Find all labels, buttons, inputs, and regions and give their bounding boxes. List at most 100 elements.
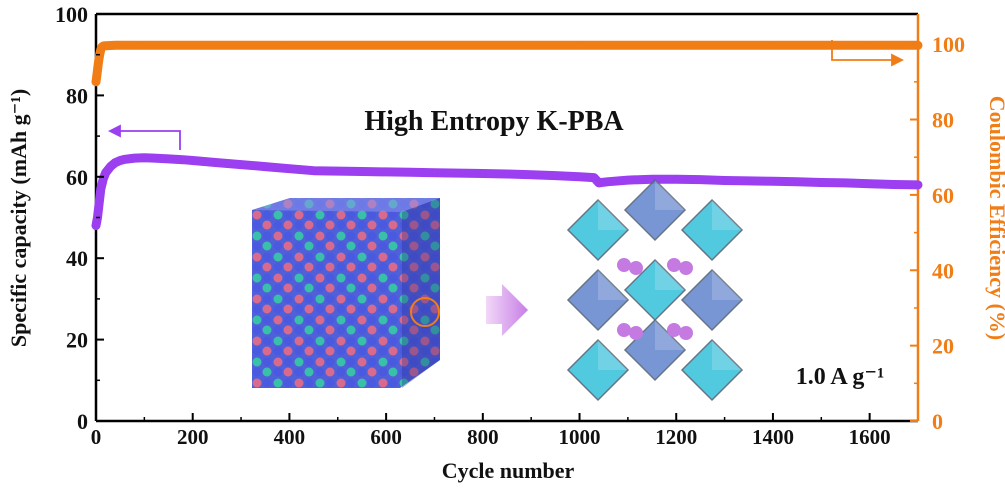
capacity-point-27 — [479, 170, 486, 177]
octahedron-8 — [680, 338, 744, 402]
y-tick-label-5: 100 — [55, 2, 88, 27]
efficiency-point-17 — [769, 42, 777, 49]
efficiency-series-line — [91, 40, 923, 87]
capacity-point-13 — [165, 155, 172, 163]
x-tick-label-6: 1200 — [655, 425, 697, 449]
k-ion-2b — [629, 326, 643, 340]
capacity-point-42 — [769, 178, 777, 185]
k-ion-1a — [667, 258, 681, 272]
octahedron-face-2 — [712, 200, 742, 230]
capacity-point-43 — [793, 178, 801, 185]
capacity-point-40 — [721, 177, 728, 184]
efficiency-point-10 — [141, 42, 148, 49]
y-tick-label-1: 20 — [66, 328, 88, 353]
capacity-point-23 — [382, 168, 390, 176]
capacity-point-17 — [237, 161, 245, 168]
octahedron-face-1 — [655, 180, 685, 210]
k-ion-0a — [617, 258, 631, 272]
efficiency-point-19 — [914, 42, 922, 49]
right-axis-ticks: 0 20 40 60 80 100 — [910, 32, 965, 434]
capacity-point-9 — [121, 156, 129, 163]
efficiency-point-1 — [93, 71, 101, 78]
x-tick-label-5: 1000 — [559, 425, 601, 449]
capacity-point-2 — [95, 202, 103, 209]
capacity-point-24 — [407, 169, 414, 176]
capacity-series-line — [91, 153, 923, 231]
capacity-point-11 — [141, 154, 148, 161]
y2-tick-label-2: 40 — [932, 258, 954, 283]
efficiency-point-14 — [479, 42, 486, 49]
octahedron-face-0 — [598, 200, 628, 230]
x-tick-label-4: 800 — [467, 425, 499, 449]
efficiency-point-0 — [92, 78, 100, 86]
y2-tick-label-4: 80 — [932, 108, 954, 133]
efficiency-point-9 — [112, 42, 119, 49]
efficiency-point-13 — [382, 42, 390, 49]
capacity-point-31 — [576, 173, 583, 180]
efficiency-point-3 — [95, 56, 103, 63]
capacity-point-12 — [150, 154, 158, 162]
capacity-point-38 — [673, 176, 680, 183]
capacity-point-34 — [598, 179, 605, 186]
current-density-label: 1.0 A g⁻¹ — [796, 364, 885, 390]
y-tick-label-2: 40 — [66, 246, 88, 271]
capacity-point-5 — [102, 169, 109, 176]
octahedron-0 — [566, 198, 630, 262]
x-tick-label-8: 1600 — [849, 425, 891, 449]
capacity-point-16 — [213, 159, 221, 166]
y2-tick-label-3: 60 — [932, 183, 954, 208]
capacity-point-18 — [262, 163, 269, 170]
transform-arrow — [486, 284, 528, 336]
octahedron-2 — [680, 198, 744, 262]
capacity-point-14 — [179, 156, 187, 163]
capacity-point-25 — [431, 169, 438, 176]
octahedron-5 — [680, 268, 744, 332]
k-ion-3a — [667, 323, 681, 337]
capacity-point-7 — [112, 159, 119, 166]
capacity-point-26 — [455, 169, 462, 177]
y2-tick-label-0: 0 — [932, 409, 943, 434]
efficiency-axis-indicator — [831, 40, 905, 67]
capacity-point-47 — [890, 181, 897, 188]
y-tick-label-3: 60 — [66, 165, 88, 190]
capacity-point-35 — [605, 178, 612, 185]
octahedron-1 — [623, 178, 687, 242]
efficiency-point-16 — [673, 42, 680, 49]
k-ion-0b — [629, 261, 643, 275]
efficiency-point-8 — [102, 42, 109, 49]
x-axis-label: Cycle number — [442, 458, 575, 483]
capacity-point-15 — [189, 157, 196, 164]
y2-tick-label-1: 20 — [932, 334, 954, 359]
k-ion-1b — [679, 261, 693, 275]
efficiency-point-11 — [189, 42, 196, 49]
capacity-point-3 — [97, 185, 105, 193]
octahedron-6 — [566, 338, 630, 402]
octahedron-face-5 — [712, 270, 742, 300]
nanocube-illustration — [252, 198, 440, 388]
capacity-point-6 — [107, 163, 114, 170]
crystal-structure-illustration — [566, 178, 744, 402]
efficiency-point-2 — [94, 63, 102, 70]
capacity-point-20 — [310, 167, 317, 174]
capacity-point-29 — [528, 171, 535, 178]
capacity-point-10 — [131, 154, 138, 162]
octahedron-face-3 — [598, 270, 628, 300]
y2-tick-label-5: 100 — [932, 32, 965, 57]
y-tick-label-4: 80 — [66, 83, 88, 108]
k-ion-2a — [617, 323, 631, 337]
y-tick-label-0: 0 — [77, 409, 88, 434]
capacity-point-0 — [92, 222, 100, 229]
octahedron-face-6 — [598, 340, 628, 370]
octahedron-face-8 — [712, 340, 742, 370]
k-ion-3b — [679, 326, 693, 340]
efficiency-point-15 — [576, 42, 583, 49]
x-axis-ticks: 0 200 400 600 800 1000 1200 1400 1600 — [91, 413, 891, 449]
capacity-point-21 — [334, 167, 341, 175]
efficiency-point-12 — [286, 42, 293, 49]
capacity-point-30 — [552, 172, 559, 179]
capacity-point-19 — [286, 165, 293, 172]
capacity-point-22 — [358, 168, 366, 175]
octahedron-3 — [566, 268, 630, 332]
x-tick-label-1: 200 — [177, 425, 209, 449]
